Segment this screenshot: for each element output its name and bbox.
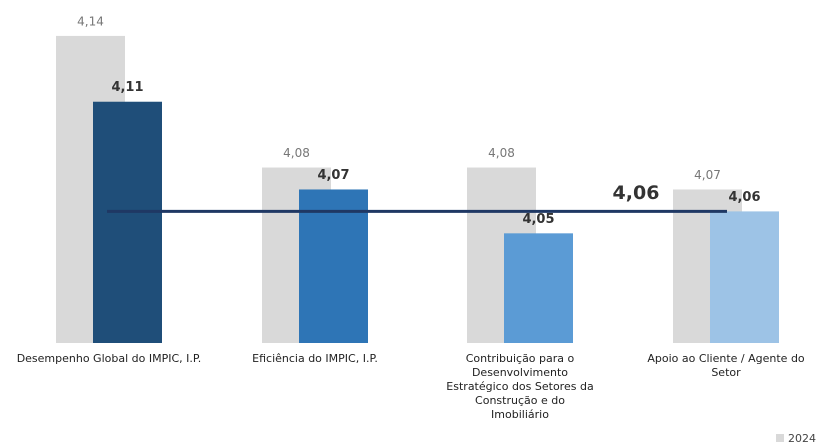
- bar: [93, 101, 162, 343]
- reference-label: 4,06: [613, 182, 660, 204]
- data-label: 4,07: [694, 168, 721, 182]
- bar: [504, 233, 573, 343]
- data-label: 4,06: [728, 190, 760, 205]
- data-label: 4,14: [77, 14, 104, 28]
- x-tick-label: Desempenho Global do IMPIC, I.P.: [16, 352, 202, 365]
- x-tick-label: Eficiência do IMPIC, I.P.: [252, 352, 378, 365]
- bar: [710, 211, 779, 343]
- x-tick-label: Contribuição para o Desenvolvimento Estr…: [446, 352, 594, 421]
- data-label: 4,05: [522, 212, 554, 227]
- legend-label: 2024: [788, 432, 816, 445]
- data-label: 4,08: [283, 146, 310, 160]
- x-tick-label: Apoio ao Cliente / Agente do Setor: [647, 352, 805, 379]
- bar: [299, 189, 368, 343]
- data-label: 4,11: [111, 80, 143, 95]
- data-label: 4,07: [317, 168, 349, 183]
- data-label: 4,08: [488, 146, 515, 160]
- legend-swatch: [776, 434, 784, 442]
